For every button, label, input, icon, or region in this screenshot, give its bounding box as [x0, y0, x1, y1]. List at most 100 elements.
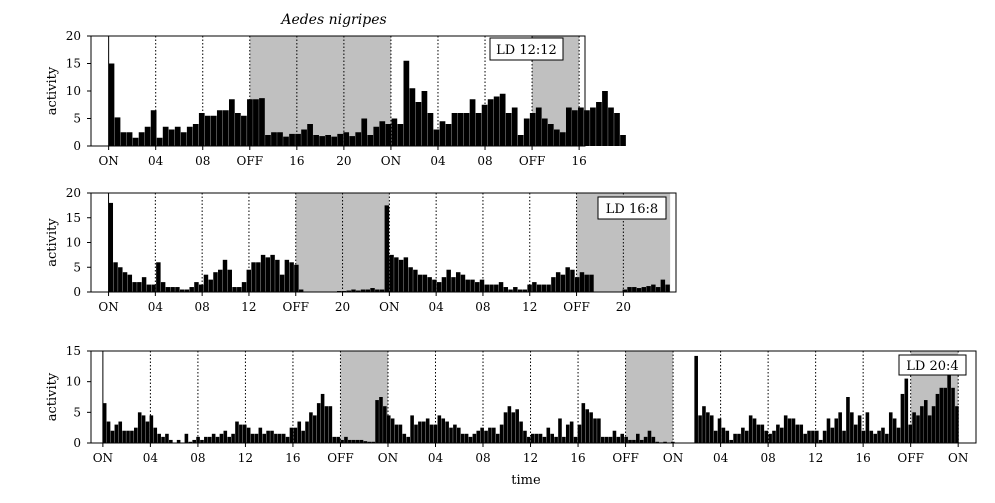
activity-bar — [508, 289, 513, 292]
activity-bar — [186, 126, 193, 146]
dark-period — [625, 351, 674, 443]
activity-bar — [935, 393, 940, 443]
activity-bar — [484, 430, 488, 443]
activity-bar — [192, 124, 199, 146]
activity-bar — [628, 439, 632, 443]
activity-bar — [709, 415, 714, 443]
y-tick-label: 5 — [73, 405, 81, 419]
activity-bar — [359, 439, 364, 443]
activity-bar — [947, 372, 951, 443]
activity-bar — [472, 433, 477, 443]
activity-bar — [207, 436, 212, 443]
activity-bar — [110, 430, 115, 443]
activity-bar — [355, 132, 362, 146]
activity-bar — [144, 126, 151, 146]
y-tick-label: 10 — [66, 375, 81, 389]
activity-bar — [138, 132, 145, 146]
activity-bar — [406, 436, 411, 443]
activity-bar — [600, 436, 605, 443]
activity-bar — [585, 409, 590, 443]
activity-bar — [363, 441, 368, 443]
activity-bar — [409, 88, 416, 146]
activity-bar — [176, 439, 181, 443]
activity-bar — [787, 418, 792, 443]
x-tick-label: ON — [381, 154, 401, 168]
x-tick-label: 12 — [238, 451, 253, 465]
activity-bar — [768, 433, 772, 443]
time-axis-label: time — [511, 473, 541, 488]
activity-bar — [247, 99, 253, 146]
x-tick-label: 12 — [241, 300, 256, 314]
activity-bar — [141, 277, 147, 292]
activity-bar — [479, 279, 485, 292]
activity-bar — [850, 412, 854, 443]
activity-bar — [480, 427, 484, 443]
activity-bar — [698, 415, 702, 443]
activity-bar — [530, 433, 535, 443]
activity-bar — [371, 441, 375, 443]
activity-bar — [295, 133, 301, 146]
activity-bar — [570, 269, 575, 292]
activity-bar — [386, 415, 391, 443]
activity-bar — [517, 289, 523, 292]
activity-bar — [513, 287, 518, 292]
activity-bar — [589, 412, 593, 443]
x-tick-label: 16 — [285, 451, 300, 465]
activity-bar — [114, 117, 121, 146]
activity-bar — [646, 286, 651, 292]
y-tick-label: 20 — [66, 29, 81, 43]
activity-bar — [455, 272, 461, 292]
activity-bar — [274, 433, 278, 443]
activity-bar — [536, 284, 542, 292]
panel-ld-20-4: 0 5 10 15 ON 04 08 12 16 OFF ON 04 08 12 16 OFF ON 04 08 12… — [45, 344, 977, 465]
activity-bar — [647, 430, 652, 443]
activity-bar — [298, 289, 304, 292]
activity-bar — [931, 406, 936, 443]
activity-bar — [415, 102, 422, 146]
activity-bar — [360, 289, 366, 292]
activity-bar — [489, 284, 494, 292]
ld-label: LD 12:12 — [496, 43, 557, 58]
ld-label: LD 20:4 — [906, 359, 958, 374]
activity-bar — [694, 355, 698, 443]
activity-bar — [216, 110, 223, 146]
y-tick-label: 5 — [73, 112, 81, 126]
activity-bar — [468, 436, 473, 443]
activity-bar — [877, 430, 881, 443]
activity-bar — [857, 415, 862, 443]
activity-bar — [565, 424, 570, 443]
activity-bar — [861, 430, 866, 443]
activity-bar — [242, 424, 247, 443]
activity-bar — [222, 110, 229, 146]
activity-bar — [219, 433, 224, 443]
activity-bar — [153, 427, 158, 443]
activity-bar — [495, 433, 500, 443]
activity-bar — [573, 436, 578, 443]
x-tick-label: 08 — [475, 300, 490, 314]
activity-bar — [305, 421, 309, 443]
activity-bar — [418, 421, 422, 443]
activity-bar — [559, 132, 566, 146]
activity-bar — [503, 287, 509, 292]
activity-bar — [346, 290, 351, 292]
activity-bar — [596, 102, 602, 146]
activity-bar — [132, 137, 139, 146]
activity-bar — [737, 433, 741, 443]
activity-bar — [445, 421, 449, 443]
x-tick-label: OFF — [237, 154, 264, 168]
activity-bar — [470, 279, 475, 292]
activity-bar — [439, 121, 446, 146]
x-tick-label: 16 — [571, 154, 586, 168]
activity-bar — [403, 60, 410, 146]
activity-bar — [499, 93, 506, 146]
activity-bar — [266, 430, 270, 443]
activity-bar — [365, 289, 371, 292]
activity-bar — [505, 113, 512, 146]
activity-bar — [227, 436, 231, 443]
activity-bar — [331, 136, 338, 146]
activity-bar — [783, 415, 788, 443]
x-tick-label: OFF — [612, 451, 639, 465]
activity-bar — [246, 427, 251, 443]
activity-bar — [198, 113, 205, 146]
activity-bar — [554, 436, 558, 443]
